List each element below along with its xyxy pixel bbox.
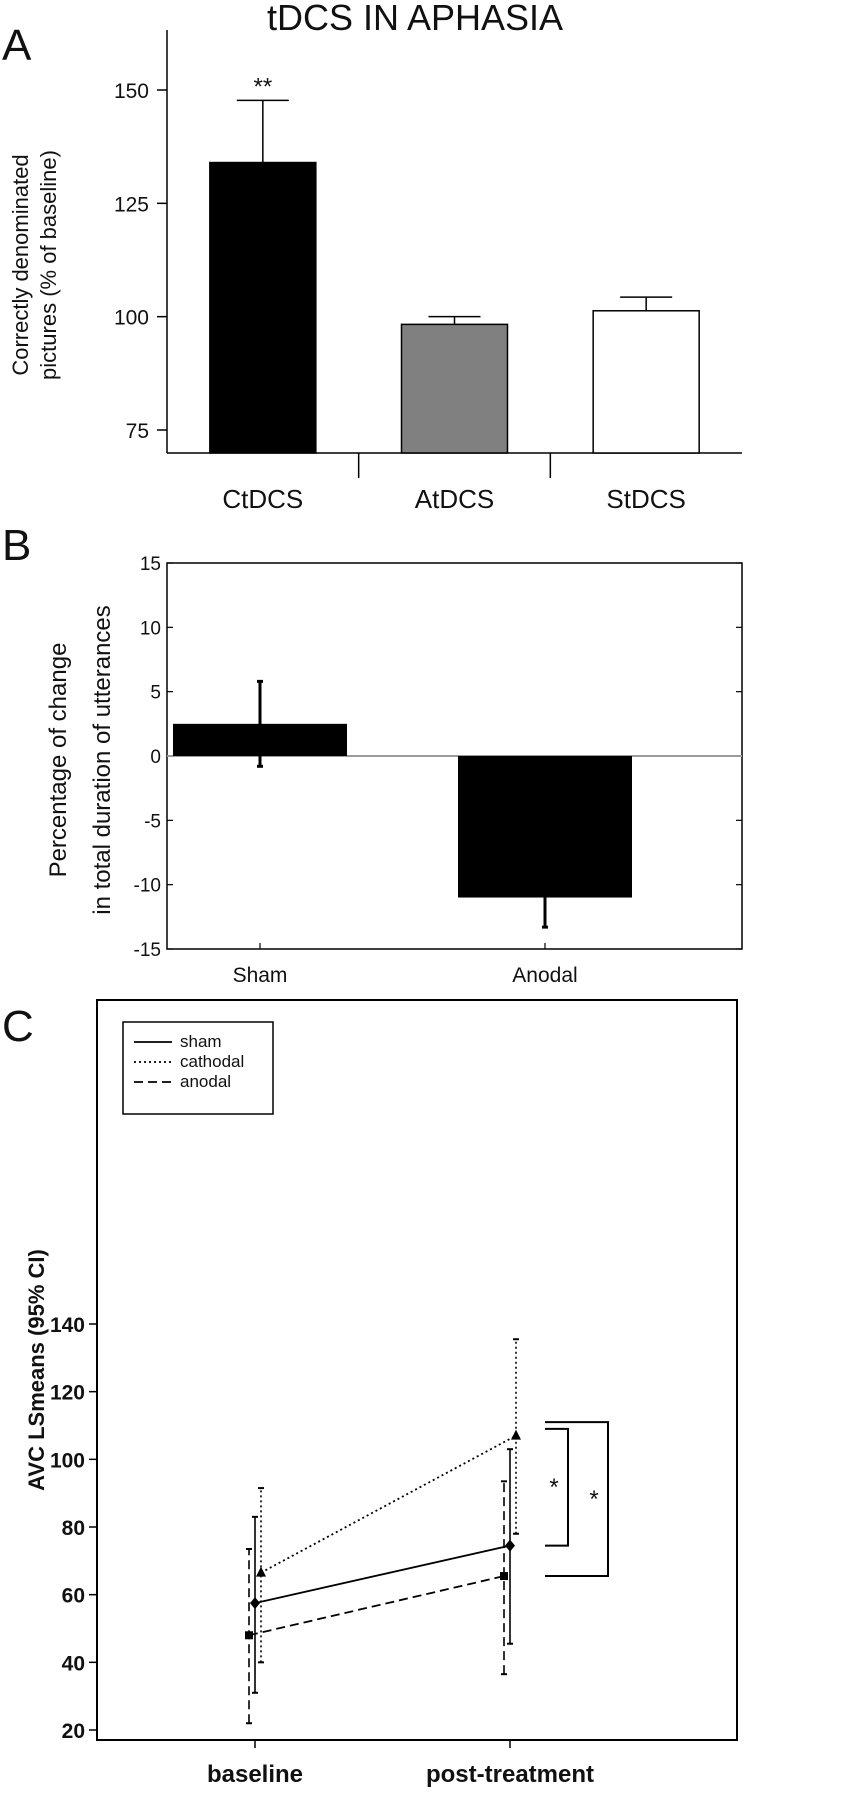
x-category-label: StDCS — [606, 484, 685, 514]
significance-marker: ** — [253, 73, 272, 100]
legend-label: anodal — [180, 1072, 231, 1091]
y-tick-label: 0 — [150, 747, 161, 768]
marker-cathodal — [256, 1566, 266, 1577]
bar-stdcs — [592, 310, 700, 454]
y-tick-label: 20 — [62, 1720, 85, 1743]
marker-anodal — [500, 1572, 508, 1581]
panel-a-letter: A — [2, 21, 32, 70]
y-tick-label: 140 — [50, 1314, 85, 1337]
y-tick-label: 60 — [62, 1585, 85, 1608]
legend-label: sham — [180, 1032, 222, 1051]
x-category-label: Sham — [233, 964, 288, 987]
y-tick-label: 100 — [50, 1449, 85, 1472]
panel-c: C 20 40 60 80 100 120 140 baseline post-treatmen… — [2, 999, 738, 1788]
y-tick-label: -10 — [134, 876, 161, 897]
panel-c-letter: C — [2, 1002, 34, 1051]
significance-marker: * — [549, 1474, 558, 1501]
y-axis-label: Correctly denominated pictures (% of base… — [8, 150, 61, 380]
y-tick-label: -15 — [134, 940, 161, 961]
significance-bracket — [545, 1427, 569, 1547]
y-axis-label: Percentage of change in total duration of… — [45, 605, 116, 915]
legend-box — [122, 1021, 274, 1115]
y-tick-label: 75 — [126, 420, 149, 443]
y-tick-label: 100 — [114, 307, 149, 330]
y-axis-label-line: Percentage of change — [45, 643, 72, 878]
legend-label: cathodal — [180, 1052, 244, 1071]
y-axis-label-line: in total duration of utterances — [89, 605, 116, 915]
y-tick-label: -5 — [144, 811, 161, 832]
plot-frame — [96, 999, 738, 1741]
significance-bracket — [545, 1421, 609, 1578]
y-tick-label: 120 — [50, 1382, 85, 1405]
x-category-label: baseline — [207, 1761, 303, 1788]
figure-title: tDCS IN APHASIA — [267, 0, 563, 38]
panel-b-plot: -15 -10 -5 0 5 10 15 Sham Anodal Percentage of ch… — [45, 554, 743, 987]
x-category-label: post-treatment — [426, 1761, 594, 1788]
series-line-sham — [254, 1544, 511, 1605]
marker-anodal — [245, 1631, 253, 1640]
marker-cathodal — [511, 1429, 521, 1440]
y-axis-label-line: pictures (% of baseline) — [36, 150, 61, 380]
marker-sham — [505, 1539, 515, 1552]
series-line-anodal — [248, 1575, 505, 1637]
panel-c-plot: 20 40 60 80 100 120 140 baseline post-treatment s… — [24, 999, 738, 1788]
x-category-label: AtDCS — [415, 484, 494, 514]
bar-ctdcs — [209, 161, 317, 454]
y-tick-label: 80 — [62, 1517, 85, 1540]
significance-marker: * — [589, 1486, 598, 1513]
bar-atdcs — [400, 323, 509, 454]
y-tick-label: 10 — [140, 618, 161, 639]
panel-b-letter: B — [2, 521, 31, 570]
y-tick-label: 150 — [114, 80, 149, 103]
y-tick-label: 5 — [150, 683, 161, 704]
y-axis-label: AVC LSmeans (95% CI) — [24, 1249, 49, 1491]
y-axis-label-line: Correctly denominated — [8, 154, 33, 375]
series-line-cathodal — [260, 1434, 517, 1574]
y-tick-label: 40 — [62, 1652, 85, 1675]
panel-a: A 75 100 125 150 CtDCS AtDCS StDCS ** Correctly … — [2, 21, 742, 514]
panel-a-plot: 75 100 125 150 CtDCS AtDCS StDCS ** Correctly de… — [8, 30, 742, 514]
x-category-label: CtDCS — [222, 484, 303, 514]
marker-sham — [250, 1597, 260, 1610]
panel-b: B -15 -10 -5 0 5 10 15 Sham Anodal Percentage of … — [2, 521, 743, 987]
y-tick-label: 125 — [114, 193, 149, 216]
y-tick-label: 15 — [140, 554, 161, 575]
x-category-label: Anodal — [512, 964, 577, 987]
